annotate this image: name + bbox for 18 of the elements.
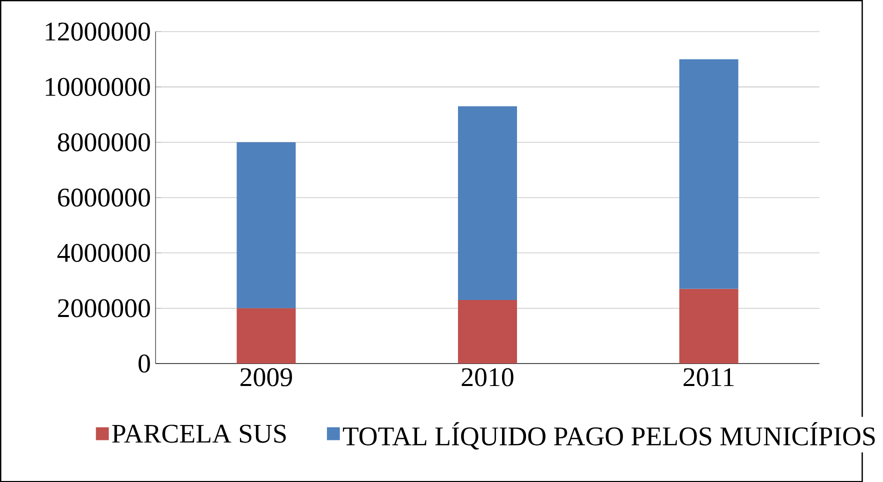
x-tick-label: 2011 [684,368,734,386]
bar [679,288,738,364]
bar [458,106,518,300]
bar [236,308,296,364]
y-tick-label: 6000000 [58,188,150,207]
bar [236,142,296,308]
y-tick-label: 8000000 [58,133,150,152]
bar [679,59,738,289]
y-tick-label: 0 [138,354,150,373]
y-tick-label: 10000000 [46,78,150,96]
y-tick-label: 2000000 [58,299,150,318]
x-tick-label: 2010 [462,368,514,386]
y-tick-label: 12000000 [46,22,150,41]
bar [458,300,518,364]
legend-label: PARCELA SUS [112,424,286,443]
legend-label: TOTAL LÍQUIDO PAGO PELOS MUNICÍPIOS [342,422,875,450]
x-tick-label: 2009 [240,368,292,386]
y-tick-label: 4000000 [57,244,150,262]
